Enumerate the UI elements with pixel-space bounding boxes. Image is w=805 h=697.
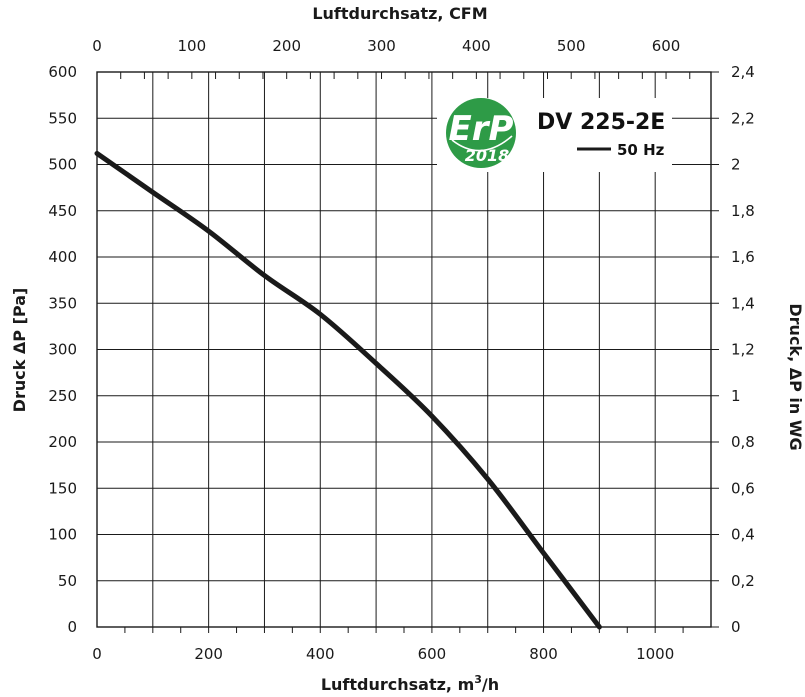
erp-badge-circle	[446, 98, 516, 168]
y-axis-right-ticks: 0 0,2 0,4 0,6 0,8 1 1,2 1,4 1,6 1,8 2 2,2 2,4	[711, 63, 755, 636]
erp-badge-label: ErP	[449, 109, 514, 149]
x2-tick-label: 100	[178, 37, 207, 55]
x-tick-label: 400	[306, 645, 335, 663]
x2-tick-label: 200	[272, 37, 301, 55]
x2-tick-label: 600	[652, 37, 681, 55]
legend: ErP 2018 DV 225-2E 50 Hz	[437, 98, 672, 172]
x-tick-label: 600	[418, 645, 447, 663]
erp-badge-year: 2018	[465, 146, 510, 165]
x-axis-title: Luftdurchsatz, m3/h	[321, 673, 499, 694]
x-tick-label: 1000	[636, 645, 674, 663]
y-tick-label: 600	[48, 63, 77, 81]
y2-tick-label: 0,4	[731, 526, 755, 544]
y-tick-label: 450	[48, 202, 77, 220]
y2-tick-label: 2,4	[731, 63, 755, 81]
series-line-50hz	[94, 150, 602, 630]
x-axis-top-title: Luftdurchsatz, CFM	[312, 4, 487, 23]
x-tick-label: 200	[194, 645, 223, 663]
y-tick-label: 250	[48, 387, 77, 405]
y-tick-label: 500	[48, 156, 77, 174]
x2-tick-label: 400	[462, 37, 491, 55]
y-tick-label: 300	[48, 341, 77, 359]
y2-tick-label: 0,8	[731, 433, 755, 451]
x2-tick-label: 300	[367, 37, 396, 55]
y2-tick-label: 2,2	[731, 109, 755, 127]
y-axis-left-title: Druck ΔP [Pa]	[10, 288, 29, 413]
y-tick-label: 400	[48, 248, 77, 266]
y2-tick-label: 0,2	[731, 572, 755, 590]
y2-tick-label: 2	[731, 156, 741, 174]
y-axis-left-ticks: 0 50 100 150 200 250 300 350 400 450 500 550 600	[48, 63, 77, 636]
y-tick-label: 150	[48, 479, 77, 497]
legend-title: DV 225-2E	[537, 110, 665, 135]
y-tick-label: 550	[48, 109, 77, 127]
y2-tick-label: 1,4	[731, 294, 755, 312]
x2-tick-label: 500	[557, 37, 586, 55]
x2-tick-label: 0	[92, 37, 102, 55]
erp-badge-swoosh	[451, 135, 513, 152]
x-tick-label: 0	[92, 645, 102, 663]
y2-tick-label: 0	[731, 618, 741, 636]
x-tick-label: 800	[529, 645, 558, 663]
erp-badge: ErP 2018	[446, 98, 516, 168]
x-axis-top-ticks: 0 100 200 300 400 500 600	[92, 37, 680, 55]
y-axis-right-title: Druck, ΔP in WG	[786, 303, 805, 450]
y-tick-label: 50	[58, 572, 77, 590]
y-tick-label: 200	[48, 433, 77, 451]
y-tick-label: 100	[48, 526, 77, 544]
y2-tick-label: 1,6	[731, 248, 755, 266]
minor-ticks	[120, 72, 691, 633]
y2-tick-label: 1	[731, 387, 741, 405]
legend-entry-50hz: 50 Hz	[617, 141, 665, 159]
y2-tick-label: 1,8	[731, 202, 755, 220]
y-tick-label: 350	[48, 294, 77, 312]
y2-tick-label: 0,6	[731, 479, 755, 497]
y-tick-label: 0	[67, 618, 77, 636]
y2-tick-label: 1,2	[731, 341, 755, 359]
x-axis-bottom-ticks: 0 200 400 600 800 1000	[92, 645, 674, 663]
